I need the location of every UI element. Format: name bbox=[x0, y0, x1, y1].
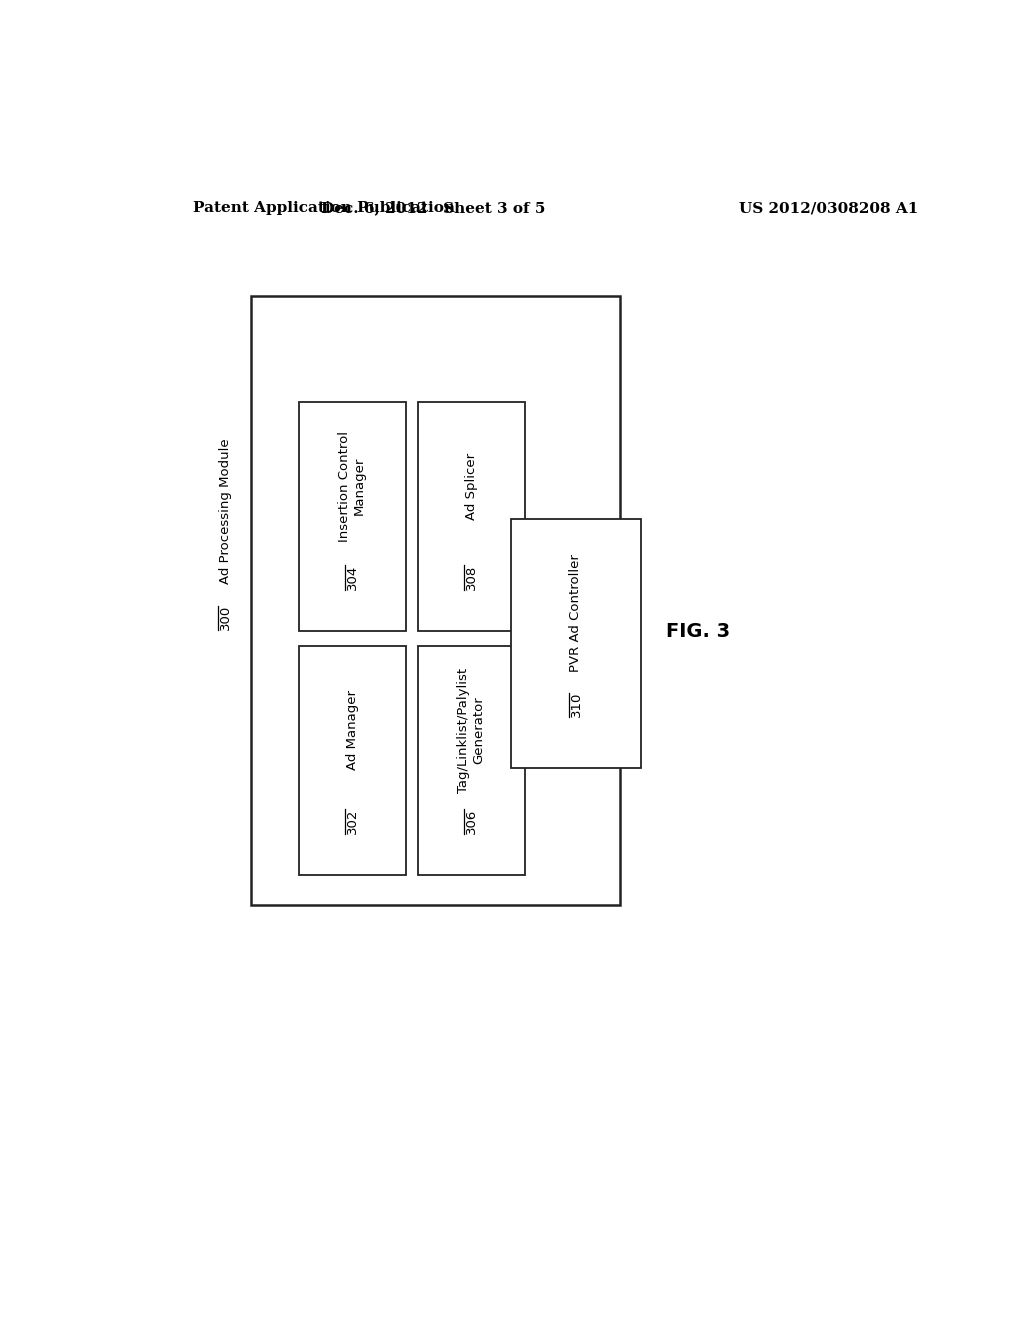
Text: Dec. 6, 2012   Sheet 3 of 5: Dec. 6, 2012 Sheet 3 of 5 bbox=[322, 201, 546, 215]
Bar bbox=[418, 647, 524, 875]
Text: 300: 300 bbox=[219, 605, 232, 631]
Text: FIG. 3: FIG. 3 bbox=[666, 622, 730, 640]
Bar bbox=[299, 647, 406, 875]
Text: US 2012/0308208 A1: US 2012/0308208 A1 bbox=[739, 201, 919, 215]
Bar bbox=[418, 403, 524, 631]
Bar bbox=[251, 296, 620, 906]
Text: Ad Splicer: Ad Splicer bbox=[465, 453, 478, 520]
Text: Ad Manager: Ad Manager bbox=[346, 690, 358, 770]
Text: 302: 302 bbox=[346, 809, 358, 834]
Bar bbox=[299, 403, 406, 631]
Text: Patent Application Publication: Patent Application Publication bbox=[194, 201, 455, 215]
Bar bbox=[511, 519, 641, 768]
Text: Ad Processing Module: Ad Processing Module bbox=[219, 438, 232, 583]
Text: Tag/Linklist/Palylist
Generator: Tag/Linklist/Palylist Generator bbox=[458, 668, 485, 793]
Text: 304: 304 bbox=[346, 565, 358, 590]
Text: Insertion Control
Manager: Insertion Control Manager bbox=[338, 430, 367, 541]
Text: 306: 306 bbox=[465, 809, 478, 834]
Text: PVR Ad Controller: PVR Ad Controller bbox=[569, 554, 583, 672]
Text: 310: 310 bbox=[569, 692, 583, 717]
Text: 308: 308 bbox=[465, 565, 478, 590]
